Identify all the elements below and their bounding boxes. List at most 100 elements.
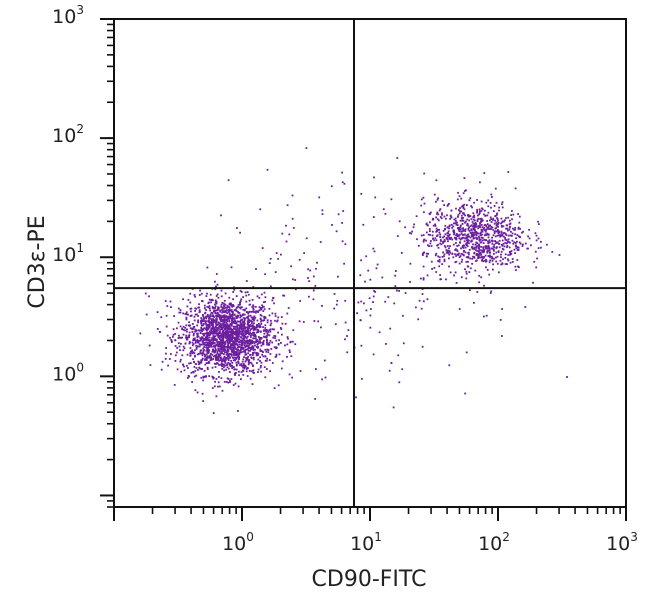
event-point [249,361,252,364]
event-point [457,227,459,230]
event-point [223,348,226,351]
event-point [200,349,203,352]
event-point [216,362,218,365]
event-point [225,357,228,359]
event-point [467,228,470,231]
event-point [231,366,234,369]
event-point [208,323,211,326]
event-point [194,389,197,392]
event-point [463,203,466,206]
event-point [511,258,514,260]
event-point [277,257,279,260]
event-point [242,363,245,365]
event-point [254,326,256,329]
event-point [238,370,240,373]
event-point [449,245,451,247]
event-point [514,233,517,236]
event-point [436,235,438,237]
event-point [264,317,267,319]
event-point [179,349,181,351]
event-point [184,329,186,332]
event-point [219,343,222,346]
event-point [227,317,230,319]
event-point [213,349,216,352]
event-point [496,223,498,226]
event-point [196,340,199,342]
event-point [256,362,258,364]
event-point [422,278,425,281]
event-point [496,255,499,258]
event-point [182,312,185,315]
event-point [471,206,473,209]
event-point [195,346,198,349]
event-point [194,330,197,333]
event-point [430,260,433,263]
event-point [274,271,277,273]
event-point [480,246,482,248]
event-point [225,329,228,332]
event-point [436,212,438,215]
event-point [202,343,205,346]
event-point [235,352,238,355]
event-point [347,329,350,331]
event-point [240,291,243,293]
event-point [501,243,503,246]
event-point [485,247,487,250]
event-point [460,276,463,279]
event-point [257,331,259,333]
event-point [220,339,223,341]
event-point [240,325,242,328]
event-point [528,237,531,240]
event-point [501,247,504,250]
event-point [510,235,513,237]
event-point [501,233,504,236]
event-point [265,330,268,333]
event-point [212,345,215,347]
event-point [458,233,461,236]
event-point [476,218,479,221]
event-point [482,242,485,244]
event-point [462,205,465,208]
event-point [212,349,214,351]
event-point [458,308,461,310]
event-point [250,336,252,338]
event-point [194,307,197,310]
event-point [481,258,484,261]
event-point [474,243,477,246]
event-point [216,283,219,286]
event-point [478,251,480,253]
event-point [199,337,202,340]
event-point [368,297,371,300]
event-point [446,214,448,217]
event-point [491,260,494,262]
event-point [498,239,501,242]
event-point [438,209,441,212]
event-point [257,371,259,373]
event-point [246,367,249,369]
event-point [438,231,441,234]
event-point [245,307,248,310]
event-point [474,222,477,224]
event-point [156,311,159,313]
event-point [210,341,212,344]
event-point [422,196,425,199]
event-point [260,361,263,364]
event-point [495,230,498,233]
event-point [265,350,268,353]
event-point [243,337,246,340]
event-point [472,237,475,240]
event-point [271,299,274,302]
event-point [230,345,232,348]
event-point [241,331,244,333]
event-point [223,305,226,308]
event-point [280,328,283,330]
event-point [223,328,226,331]
event-point [481,237,484,239]
event-point [516,240,518,243]
event-point [480,231,482,234]
event-point [212,330,215,333]
event-point [225,311,227,313]
event-point [164,358,167,360]
event-point [483,284,485,287]
event-point [228,338,230,341]
